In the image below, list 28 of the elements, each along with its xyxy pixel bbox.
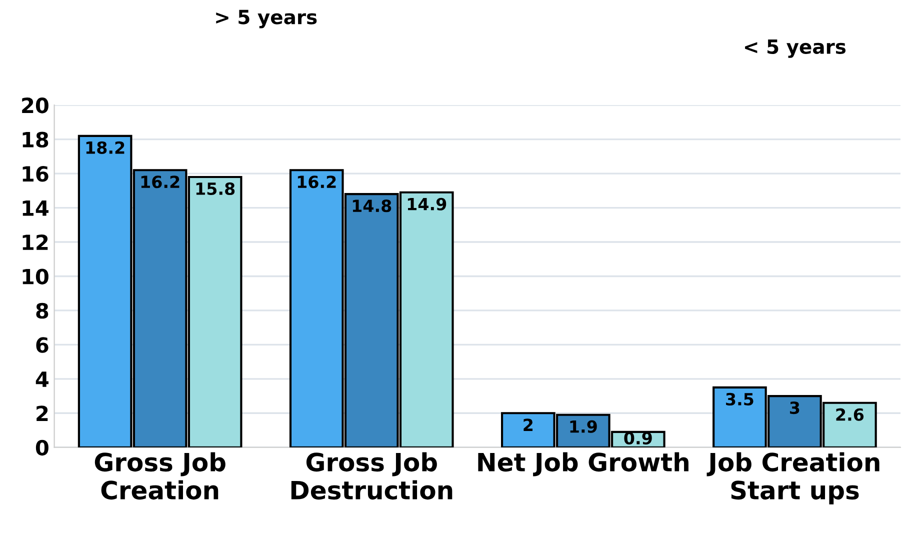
data-label: 3.5 [726, 392, 754, 406]
text: > 5 years [216, 10, 317, 28]
data-label: 2.6 [836, 408, 864, 421]
text: < 5 years [745, 40, 846, 58]
data-label: 14.8 [352, 200, 392, 212]
y-tick-label: 6 [36, 337, 48, 353]
data-label: 2 [524, 418, 533, 431]
y-tick-label: 4 [36, 372, 48, 387]
y-tick-label: 20 [22, 98, 48, 114]
data-label: 1.9 [570, 420, 597, 433]
y-tick-label: 12 [22, 234, 48, 250]
y-tick-label: 8 [36, 302, 48, 319]
y-tick-label: 14 [22, 200, 48, 216]
y-tick-label: 0 [36, 440, 48, 456]
x-tick-label: Job Creation Start ups [706, 452, 880, 504]
data-label: 3 [790, 401, 800, 414]
x-tick-label: Gross Job Creation [94, 452, 226, 500]
data-label: 18.2 [86, 141, 124, 154]
y-tick-label: 18 [22, 132, 48, 148]
data-label: 15.8 [196, 182, 235, 196]
y-tick-label: 16 [22, 166, 48, 182]
data-label: 16.2 [298, 176, 336, 188]
y-tick-label: 2 [36, 406, 48, 422]
data-label: 16.2 [141, 176, 180, 188]
y-tick-label: 10 [22, 268, 48, 284]
x-tick-label: Gross Job Destruction [291, 452, 452, 500]
data-label: 14.9 [408, 198, 446, 210]
x-tick-label: Net Job Growth [478, 452, 688, 476]
